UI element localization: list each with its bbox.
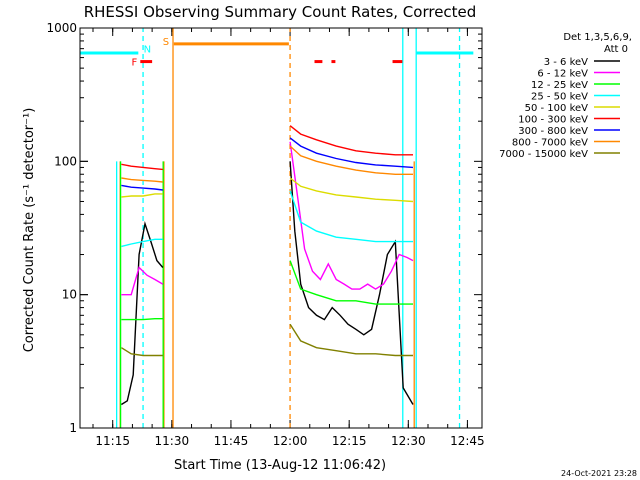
legend-header-2: Att 0 bbox=[604, 44, 628, 55]
series-line bbox=[289, 137, 414, 169]
flag-label: N bbox=[144, 45, 151, 56]
series-line bbox=[121, 266, 164, 296]
series-line bbox=[289, 260, 413, 305]
legend-header-1: Det 1,3,5,6,9, bbox=[563, 32, 632, 43]
series-line bbox=[121, 193, 163, 198]
y-tick-label: 1000 bbox=[46, 21, 77, 35]
legend-entry-label: 12 - 25 keV bbox=[531, 80, 588, 91]
legend-entry-label: 3 - 6 keV bbox=[544, 57, 588, 68]
y-tick-label: 100 bbox=[54, 154, 77, 168]
series-line bbox=[289, 323, 413, 357]
series-line bbox=[289, 145, 413, 176]
x-axis-label: Start Time (13-Aug-12 11:06:42) bbox=[174, 458, 386, 473]
y-tick-label: 1 bbox=[69, 421, 77, 435]
x-tick-label: 12:45 bbox=[450, 434, 485, 448]
series-line bbox=[289, 125, 413, 156]
chart-title: RHESSI Observing Summary Count Rates, Co… bbox=[84, 3, 477, 21]
series-line bbox=[289, 177, 414, 203]
series-line bbox=[121, 318, 163, 321]
series-line bbox=[121, 184, 163, 191]
series-line bbox=[289, 190, 413, 243]
x-tick-label: 11:15 bbox=[95, 434, 130, 448]
legend-entry-label: 6 - 12 keV bbox=[537, 69, 588, 80]
footer-date: 24-Oct-2021 23:28 bbox=[561, 469, 637, 478]
series-line bbox=[121, 347, 163, 357]
legend-entry-label: 300 - 800 keV bbox=[518, 126, 588, 137]
flag-label: S bbox=[163, 37, 169, 48]
legend-entry-label: 25 - 50 keV bbox=[531, 92, 588, 103]
x-tick-label: 12:00 bbox=[273, 434, 308, 448]
series-line bbox=[121, 177, 163, 183]
legend-entry-label: 50 - 100 keV bbox=[525, 103, 589, 114]
series-line bbox=[121, 163, 163, 171]
x-tick-label: 12:15 bbox=[332, 434, 367, 448]
x-tick-label: 11:30 bbox=[155, 434, 190, 448]
series-line bbox=[289, 161, 414, 405]
legend-entry-label: 800 - 7000 keV bbox=[512, 138, 588, 149]
series-line bbox=[121, 238, 163, 248]
plot-area: 1 10 100 1000 11:15 11:30 11:45 12:00 12:15 12:30… bbox=[46, 21, 484, 448]
y-tick-label: 10 bbox=[62, 288, 77, 302]
series-line bbox=[289, 141, 414, 290]
legend-entry-label: 100 - 300 keV bbox=[518, 115, 588, 126]
legend-entry-label: 7000 - 15000 keV bbox=[499, 149, 588, 160]
x-tick-label: 12:30 bbox=[391, 434, 426, 448]
y-axis-label: Corrected Count Rate (s⁻¹ detector⁻¹) bbox=[22, 108, 37, 353]
x-tick-label: 11:45 bbox=[214, 434, 249, 448]
series-line bbox=[121, 221, 164, 406]
flag-label: F bbox=[132, 58, 138, 69]
plot-frame bbox=[79, 27, 483, 429]
